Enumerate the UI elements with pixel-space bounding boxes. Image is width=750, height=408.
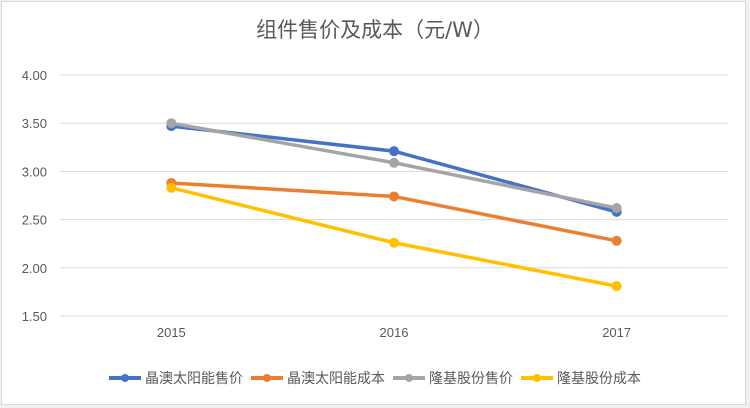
legend-label: 隆基股份售价 [429, 371, 513, 387]
data-point [611, 203, 622, 214]
data-point [166, 118, 177, 129]
y-tick-label: 4.00 [22, 68, 47, 83]
data-point [166, 182, 177, 193]
y-tick-label: 2.00 [22, 261, 47, 276]
legend-swatch [109, 373, 141, 383]
data-point [389, 157, 399, 168]
series-2 [166, 177, 622, 246]
y-tick-label: 2.50 [22, 213, 47, 228]
x-tick-label: 2016 [380, 325, 409, 340]
data-point [611, 235, 622, 246]
series-lines [166, 118, 622, 292]
x-axis-ticks: 2015 2016 2017 [157, 325, 631, 340]
data-point [611, 281, 622, 292]
data-point [389, 191, 399, 202]
legend-swatch [521, 373, 553, 383]
legend-label: 晶澳太阳能售价 [145, 371, 243, 387]
series-line [170, 186, 618, 288]
x-tick-label: 2015 [157, 325, 186, 340]
series-4 [166, 182, 622, 292]
chart-title: 组件售价及成本（元/W） [256, 18, 494, 42]
y-tick-label: 1.50 [22, 309, 47, 324]
legend-item: 晶澳太阳能成本 [251, 368, 385, 388]
y-axis-ticks: 4.00 3.50 3.00 2.50 2.00 1.50 [22, 68, 47, 324]
series-3 [166, 118, 622, 214]
y-tick-label: 3.00 [22, 164, 47, 179]
legend-item: 隆基股份售价 [393, 368, 513, 388]
legend: 晶澳太阳能售价 晶澳太阳能成本 隆基股份售价 隆基股份成本 [0, 368, 750, 388]
legend-item: 隆基股份成本 [521, 368, 641, 388]
data-point [389, 237, 399, 248]
legend-label: 晶澳太阳能成本 [287, 371, 385, 387]
legend-item: 晶澳太阳能售价 [109, 368, 243, 388]
legend-swatch [251, 373, 283, 383]
y-tick-label: 3.50 [22, 116, 47, 131]
data-point [389, 146, 399, 157]
x-tick-label: 2017 [602, 325, 631, 340]
legend-swatch [393, 373, 425, 383]
legend-label: 隆基股份成本 [557, 371, 641, 387]
